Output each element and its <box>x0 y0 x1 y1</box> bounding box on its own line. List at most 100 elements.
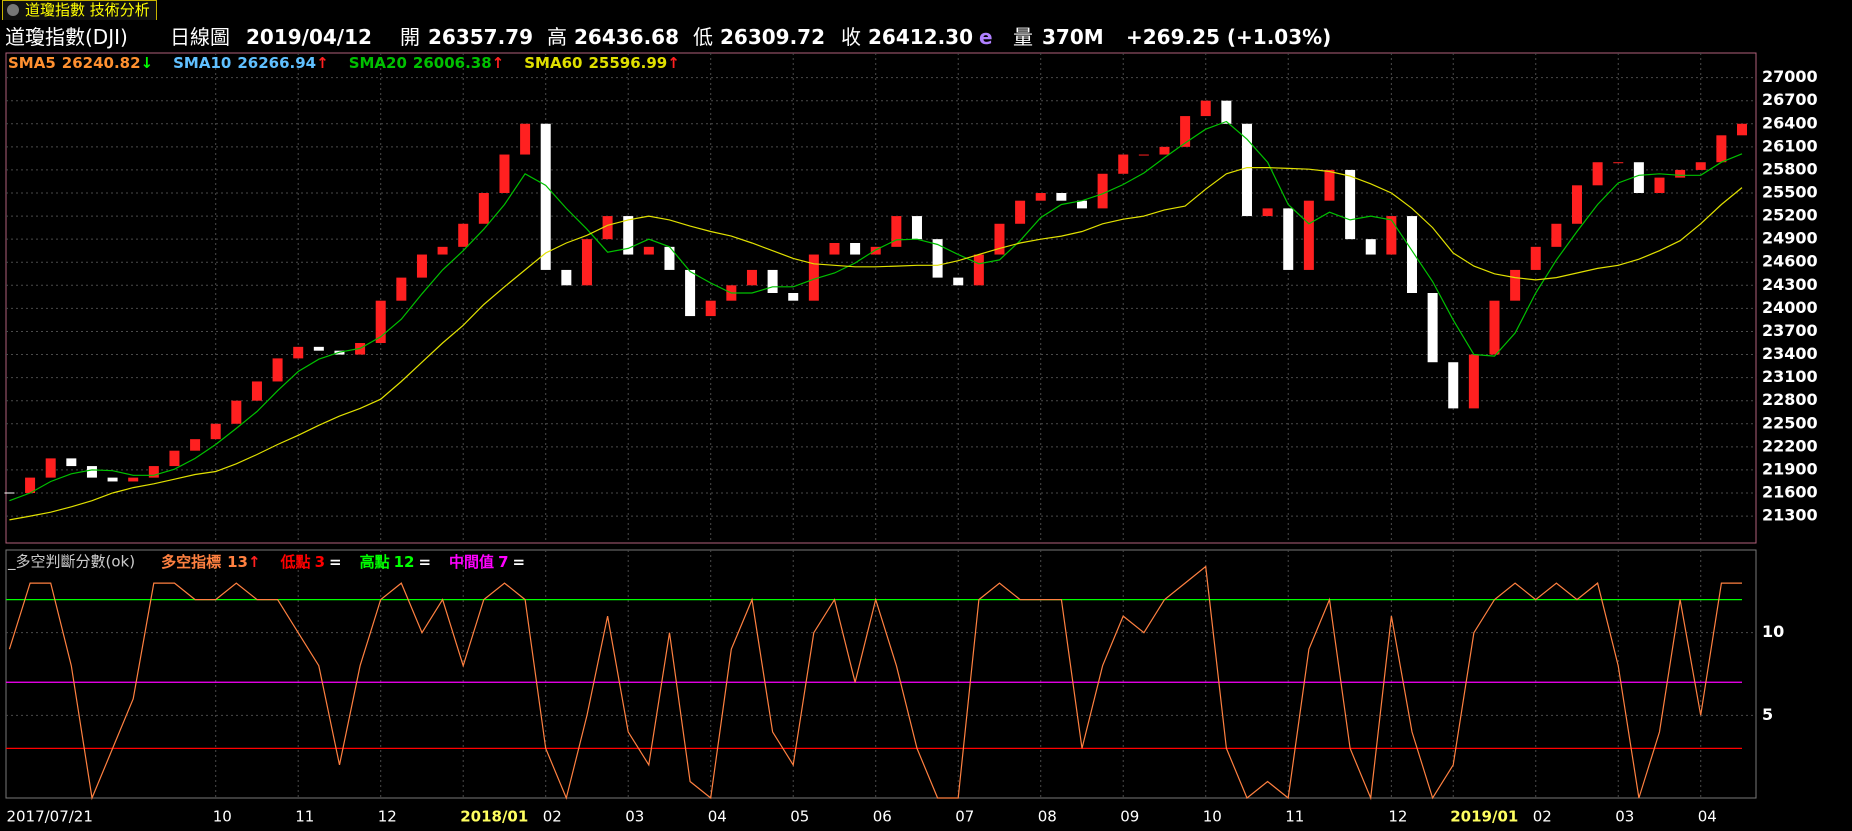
candle <box>1159 146 1170 155</box>
x-tick-label: 09 <box>1120 808 1139 826</box>
x-tick-label: 04 <box>708 808 727 826</box>
candle <box>231 400 242 424</box>
x-tick-label: 03 <box>625 808 644 826</box>
y-tick-label: 23700 <box>1762 321 1818 340</box>
candle <box>705 300 716 317</box>
tab-title[interactable]: 道瓊指數 技術分析 <box>25 1 150 19</box>
candle <box>1468 354 1479 409</box>
panel-frame <box>5 52 1757 544</box>
high-label: 高 <box>547 25 567 49</box>
open-value: 26357.79 <box>428 25 534 49</box>
tab-icon[interactable] <box>7 4 19 16</box>
candle <box>1695 162 1706 170</box>
x-tick-label: 03 <box>1615 808 1634 826</box>
y-tick-label: 27000 <box>1762 67 1818 86</box>
y-tick-label: 22500 <box>1762 413 1818 432</box>
candle <box>953 277 964 286</box>
candle <box>1138 154 1149 156</box>
candle <box>581 239 592 286</box>
panel-frame <box>5 549 1757 799</box>
legend-text: 低點 <box>280 553 311 571</box>
candle <box>1737 123 1747 136</box>
candle <box>1406 216 1417 293</box>
moving-average-line <box>9 167 1743 521</box>
candle <box>767 269 778 293</box>
candle <box>829 243 840 255</box>
y-tick-label: 23400 <box>1762 344 1818 363</box>
volume-label: 量 <box>1013 25 1033 49</box>
y-tick-label: 23100 <box>1762 367 1818 386</box>
x-tick-label: 11 <box>1285 808 1304 826</box>
candle <box>1056 193 1067 201</box>
candle <box>499 154 510 193</box>
legend-entry: SMA20 26006.38↑ <box>349 54 505 72</box>
candle <box>128 477 139 482</box>
y-tick-label: 25500 <box>1762 183 1818 202</box>
candle <box>293 346 304 359</box>
legend-entry: 多空指標 13↑ <box>161 553 260 571</box>
moving-average-line <box>9 120 1743 502</box>
legend-text: 26240.82 <box>62 54 141 72</box>
candle <box>1345 169 1356 240</box>
y-tick-label: 21600 <box>1762 483 1818 502</box>
y-tick-label: 26700 <box>1762 90 1818 109</box>
x-tick-label: 2018/01 <box>460 808 528 826</box>
x-tick-label: 05 <box>790 808 809 826</box>
y-tick-label: 10 <box>1762 622 1784 641</box>
candle <box>45 458 56 478</box>
legend-entry: SMA60 25596.99↑ <box>524 54 680 72</box>
legend-text: = <box>329 553 342 571</box>
legend-text: 26006.38 <box>413 54 492 72</box>
legend-entry: SMA5 26240.82↓ <box>8 54 153 72</box>
candle <box>437 246 448 255</box>
legend-text: SMA10 <box>173 54 231 72</box>
x-tick-label: 11 <box>295 808 314 826</box>
candle <box>623 216 634 255</box>
legend-text: 12 <box>394 553 415 571</box>
legend-text: SMA60 <box>524 54 582 72</box>
candle <box>850 243 861 255</box>
x-tick-label: 2019/01 <box>1450 808 1518 826</box>
panel-title: _多空判斷分數(ok) <box>7 553 135 572</box>
candle <box>1448 362 1459 409</box>
score-line <box>8 565 1742 801</box>
y-tick-label: 21900 <box>1762 459 1818 478</box>
candle <box>272 358 283 382</box>
candle <box>1551 223 1562 247</box>
y-tick-label: 21300 <box>1762 506 1818 525</box>
legend-text: ↑ <box>248 553 261 571</box>
x-tick-label: 08 <box>1038 808 1057 826</box>
candle <box>1097 173 1108 209</box>
candle <box>746 269 757 286</box>
legend-text: 3 <box>315 553 325 571</box>
x-tick-label: 12 <box>1388 808 1407 826</box>
candle <box>416 254 427 278</box>
candle <box>396 277 407 301</box>
candle <box>1035 193 1046 201</box>
candle <box>1489 300 1500 355</box>
candle <box>1386 216 1397 255</box>
candle <box>1015 200 1026 224</box>
candle <box>66 458 77 467</box>
candle <box>1303 200 1314 270</box>
candle <box>1633 162 1644 193</box>
candle <box>1654 177 1665 193</box>
y-tick-label: 25200 <box>1762 206 1818 225</box>
tab[interactable]: 道瓊指數 技術分析 <box>2 0 157 20</box>
candle <box>602 216 613 240</box>
legend-text: SMA20 <box>349 54 407 72</box>
candle <box>870 246 881 255</box>
volume-value: 370M <box>1042 25 1104 49</box>
y-tick-label: 24900 <box>1762 229 1818 248</box>
candle <box>561 269 572 286</box>
candle <box>1510 269 1521 301</box>
legend-text: ↓ <box>141 54 154 72</box>
legend-entry: 低點 3 = <box>280 553 342 571</box>
y-tick-label: 24600 <box>1762 252 1818 271</box>
candle <box>664 246 675 270</box>
candle <box>911 216 922 240</box>
legend-text: ↑ <box>316 54 329 72</box>
y-tick-label: 24300 <box>1762 275 1818 294</box>
y-tick-label: 26400 <box>1762 113 1818 132</box>
